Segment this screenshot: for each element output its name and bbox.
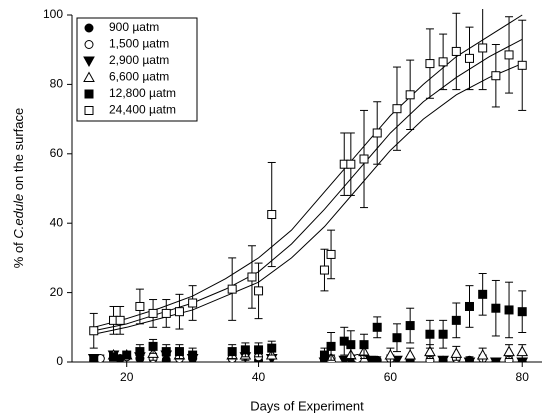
point — [425, 59, 435, 69]
point — [517, 60, 527, 70]
point — [135, 347, 145, 357]
x-tick-label: 80 — [516, 370, 530, 384]
point — [504, 50, 514, 60]
point — [450, 347, 463, 358]
fit-curve — [93, 14, 523, 328]
point — [326, 249, 336, 259]
point — [424, 345, 436, 357]
point — [491, 303, 501, 313]
y-label-part: % of — [11, 239, 26, 269]
y-tick-label: 40 — [50, 215, 64, 229]
x-tick-label: 60 — [384, 370, 398, 384]
plot-area — [87, 9, 529, 362]
legend-label: 24,400 µatm — [109, 103, 176, 117]
point — [115, 315, 125, 325]
point — [425, 329, 435, 339]
point — [372, 128, 382, 138]
point — [319, 265, 329, 275]
point — [384, 349, 397, 360]
point — [405, 90, 415, 100]
y-label-part: on the surface — [11, 108, 26, 194]
y-tick-label: 0 — [56, 354, 63, 368]
point — [490, 357, 502, 362]
legend-marker — [84, 106, 94, 115]
x-tick-label: 40 — [252, 370, 266, 384]
point — [405, 321, 415, 331]
point — [476, 349, 489, 360]
point — [364, 355, 377, 362]
point — [188, 298, 198, 308]
point — [148, 341, 158, 351]
x-tick-label: 20 — [120, 370, 134, 384]
point — [478, 289, 488, 299]
point — [148, 308, 158, 318]
legend-box — [76, 17, 198, 122]
point — [359, 154, 369, 164]
legend-marker — [83, 56, 95, 68]
legend-marker — [83, 71, 95, 82]
y-tick-label: 80 — [50, 77, 64, 91]
y-label-part: C.edule — [11, 194, 26, 239]
point — [247, 272, 257, 282]
x-axis-label: Days of Experiment — [250, 398, 364, 413]
point — [227, 347, 237, 357]
point — [188, 350, 198, 360]
point — [438, 57, 448, 67]
point — [516, 345, 529, 357]
point — [491, 71, 501, 81]
point — [392, 333, 402, 343]
point — [89, 354, 99, 362]
point — [161, 347, 171, 357]
legend-marker — [84, 89, 94, 99]
point — [89, 326, 99, 336]
point — [267, 343, 277, 353]
point — [503, 345, 515, 357]
legend-label: 12,800 µatm — [109, 86, 176, 100]
legend-label: 900 µatm — [109, 20, 159, 34]
point — [174, 307, 184, 317]
point — [240, 345, 250, 355]
y-tick-label: 100 — [43, 7, 63, 21]
point — [359, 340, 369, 350]
legend-label: 6,600 µatm — [109, 70, 169, 84]
point — [319, 350, 329, 360]
point — [109, 352, 119, 362]
point — [438, 329, 448, 339]
point — [392, 104, 402, 114]
point — [451, 46, 461, 56]
point — [161, 308, 171, 318]
point — [326, 341, 336, 351]
point — [504, 305, 514, 315]
point — [174, 347, 184, 357]
point — [451, 315, 461, 325]
point — [464, 53, 474, 63]
point — [437, 355, 449, 362]
point — [404, 349, 417, 360]
point — [254, 286, 264, 296]
y-tick-label: 60 — [50, 146, 64, 160]
point — [267, 210, 277, 220]
point — [227, 284, 237, 294]
y-tick-label: 20 — [50, 285, 64, 299]
point — [254, 345, 264, 355]
legend-label: 2,900 µatm — [109, 53, 169, 67]
point — [463, 357, 476, 362]
legend-marker — [84, 40, 94, 49]
point — [372, 322, 382, 332]
point — [135, 301, 145, 311]
legend-label: 1,500 µatm — [109, 37, 169, 51]
point — [464, 301, 474, 311]
point — [346, 340, 356, 350]
legend-marker — [84, 23, 94, 33]
y-axis-label: % of C.edule on the surface — [11, 108, 26, 268]
point — [478, 43, 488, 53]
point — [517, 307, 527, 317]
point — [122, 350, 132, 360]
point — [346, 159, 356, 169]
